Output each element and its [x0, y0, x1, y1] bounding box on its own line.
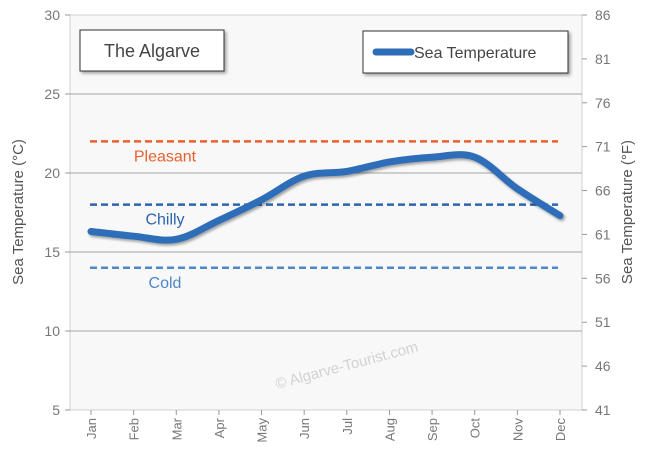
- reference-label-pleasant: Pleasant: [134, 148, 197, 165]
- x-tick-label-mar: Mar: [169, 417, 184, 440]
- left-tick-label-10: 10: [44, 323, 60, 339]
- plot-area: [69, 14, 583, 411]
- left-tick-label-15: 15: [44, 244, 60, 260]
- left-tick-label-20: 20: [44, 165, 60, 181]
- x-tick-label-may: May: [255, 418, 270, 443]
- x-axis-ticks: Jan Feb Mar Apr May Jun Jul Aug Sep Oct Nov Dec: [84, 410, 568, 443]
- x-tick-label-nov: Nov: [510, 418, 525, 442]
- x-tick-label-oct: Oct: [468, 418, 483, 439]
- right-tick-label-51: 51: [595, 314, 611, 330]
- x-tick-label-dec: Dec: [553, 418, 568, 442]
- left-tick-label-30: 30: [44, 7, 60, 23]
- series-lines: [87, 151, 564, 244]
- right-tick-label-76: 76: [595, 95, 611, 111]
- left-axis-ticks: 5 10 15 20 25 30: [44, 7, 70, 418]
- right-tick-label-71: 71: [595, 139, 611, 155]
- title-box: The Algarve: [79, 29, 225, 72]
- chart-title: The Algarve: [104, 41, 200, 61]
- series-line-0: [87, 151, 564, 244]
- right-tick-label-61: 61: [595, 226, 611, 242]
- x-tick-label-jun: Jun: [297, 418, 312, 439]
- right-tick-label-46: 46: [595, 358, 611, 374]
- reference-label-cold: Cold: [149, 275, 182, 292]
- x-tick-label-jul: Jul: [340, 418, 355, 435]
- legend-entry-sea-temperature: Sea Temperature: [414, 45, 537, 62]
- right-axis-label: Sea Temperature (°F): [619, 140, 636, 284]
- left-tick-label-25: 25: [44, 86, 60, 102]
- x-tick-label-feb: Feb: [127, 418, 142, 440]
- legend: Sea Temperature: [362, 30, 569, 74]
- right-tick-label-86: 86: [595, 7, 611, 23]
- right-tick-label-56: 56: [595, 270, 611, 286]
- right-axis-ticks: 41 46 51 56 61 66 71 76 81 86: [582, 7, 611, 418]
- right-tick-label-81: 81: [595, 51, 611, 67]
- right-tick-label-41: 41: [595, 402, 611, 418]
- x-tick-label-sep: Sep: [425, 418, 440, 441]
- reference-lines: Pleasant Chilly Cold: [90, 140, 558, 292]
- left-axis-label: Sea Temperature (°C): [10, 139, 27, 285]
- left-tick-label-5: 5: [52, 402, 60, 418]
- x-tick-label-jan: Jan: [84, 418, 99, 439]
- x-tick-label-apr: Apr: [212, 417, 227, 438]
- x-tick-label-aug: Aug: [382, 418, 397, 441]
- right-tick-label-66: 66: [595, 183, 611, 199]
- reference-label-chilly: Chilly: [145, 212, 184, 229]
